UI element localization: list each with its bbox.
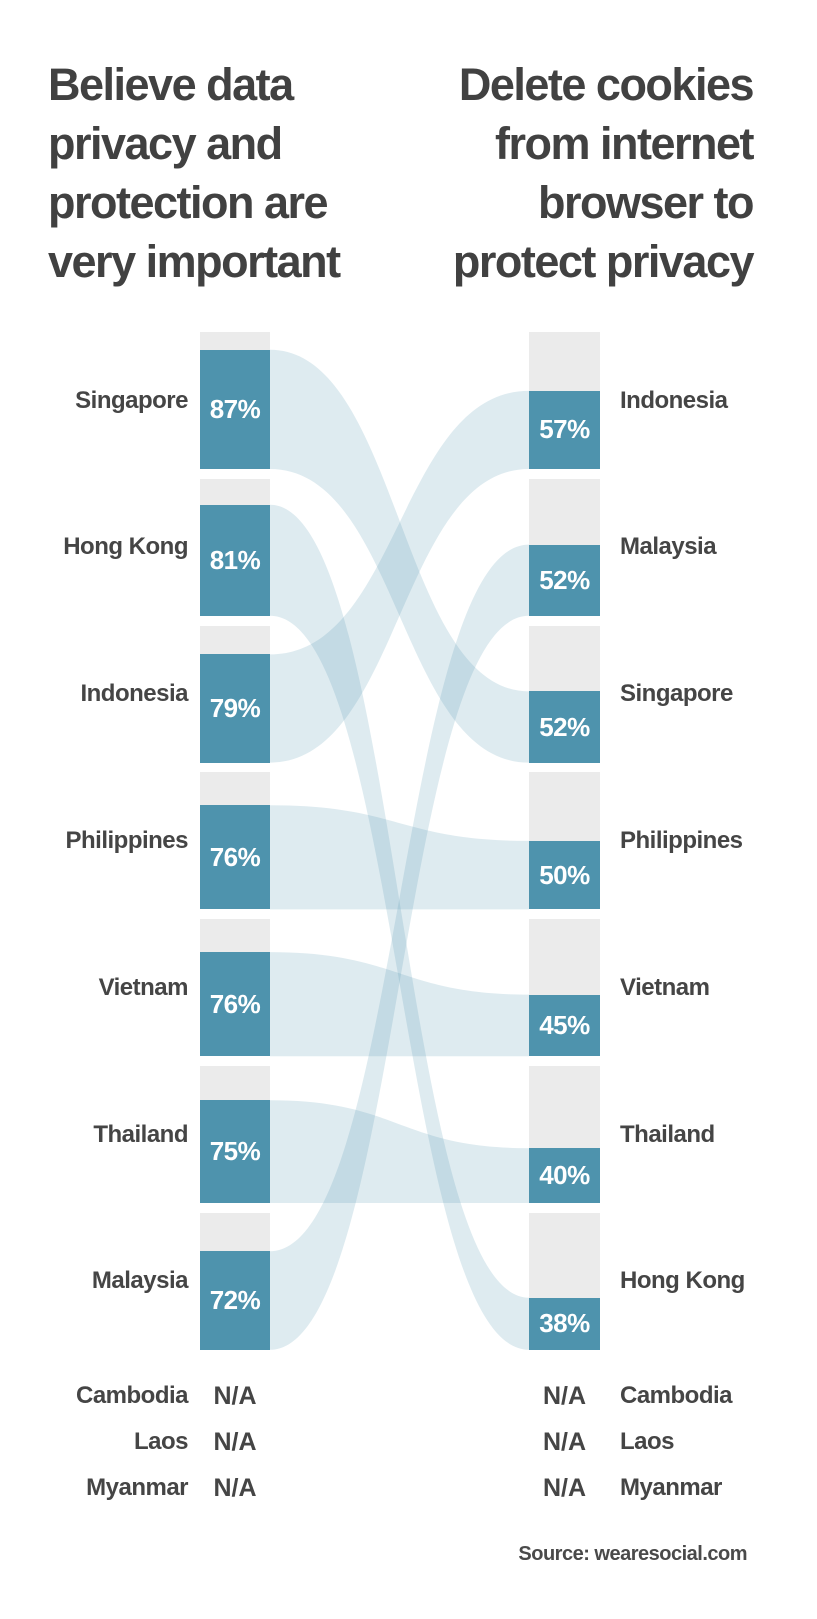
bar-value-label: 87% <box>209 393 261 424</box>
na-value-right: N/A <box>542 1473 587 1502</box>
bar-fill: 45% <box>529 994 600 1057</box>
na-country-label-right: Cambodia <box>620 1382 733 1409</box>
country-label-left: Thailand <box>93 1120 188 1148</box>
na-country-label-left: Laos <box>133 1428 189 1455</box>
country-label-left: Malaysia <box>91 1267 189 1295</box>
country-label-right: Thailand <box>620 1120 715 1148</box>
ribbon-malaysia <box>270 544 529 1350</box>
bar-value-label: 81% <box>209 544 261 575</box>
bar-left-thailand: 75% <box>200 1066 270 1203</box>
bar-fill: 52% <box>529 691 600 763</box>
ribbon-philippines <box>270 805 529 910</box>
bar-value-label: 76% <box>209 841 261 872</box>
ribbon-vietnam <box>270 952 529 1057</box>
bar-fill: 76% <box>200 952 270 1057</box>
country-label-right: Singapore <box>620 680 733 708</box>
bar-right-malaysia: 52% <box>529 478 600 616</box>
bar-right-singapore: 52% <box>529 625 600 763</box>
country-label-left: Indonesia <box>80 680 188 708</box>
bar-fill: 87% <box>200 349 270 469</box>
country-label-right: Hong Kong <box>620 1267 745 1295</box>
bar-right-thailand: 40% <box>529 1066 600 1203</box>
ribbon-singapore <box>270 349 529 763</box>
bar-right-vietnam: 45% <box>529 919 600 1057</box>
na-country-label-right: Myanmar <box>620 1474 722 1501</box>
country-label-right: Philippines <box>620 826 743 854</box>
bar-value-label: 52% <box>539 711 590 742</box>
right-column-title: Delete cookies from internet browser to … <box>452 59 755 287</box>
bar-fill: 40% <box>529 1148 600 1203</box>
bar-left-hong-kong: 81% <box>200 478 270 616</box>
bar-fill: 38% <box>529 1297 600 1350</box>
bar-fill: 81% <box>200 504 270 616</box>
bar-value-label: 72% <box>209 1285 261 1315</box>
na-country-label-left: Myanmar <box>86 1474 188 1501</box>
bar-fill: 76% <box>200 805 270 910</box>
bar-left-indonesia: 79% <box>200 625 270 763</box>
left-column-title: Believe data privacy and protection are … <box>48 59 341 287</box>
na-value-left: N/A <box>213 1381 257 1410</box>
bar-value-label: 40% <box>539 1160 590 1191</box>
bar-value-label: 79% <box>209 693 261 723</box>
country-label-right: Malaysia <box>620 533 717 561</box>
ribbon-indonesia <box>270 390 529 763</box>
bar-value-label: 38% <box>539 1308 590 1339</box>
country-label-left: Vietnam <box>98 973 189 1001</box>
bar-right-indonesia: 57% <box>529 332 600 469</box>
bar-fill: 79% <box>200 654 270 763</box>
country-label-right: Indonesia <box>620 386 728 414</box>
bar-value-label: 52% <box>539 564 590 595</box>
bar-left-vietnam: 76% <box>200 919 270 1057</box>
ribbon-thailand <box>270 1100 529 1203</box>
country-label-left: Hong Kong <box>63 533 188 561</box>
bar-value-label: 75% <box>209 1136 261 1167</box>
bar-value-label: 57% <box>539 414 590 445</box>
na-country-label-right: Laos <box>620 1428 675 1455</box>
bar-left-philippines: 76% <box>200 772 270 910</box>
na-value-left: N/A <box>213 1427 257 1456</box>
bar-value-label: 45% <box>539 1009 590 1040</box>
bar-fill: 50% <box>529 840 600 910</box>
bar-right-hong-kong: 38% <box>529 1212 600 1350</box>
na-value-right: N/A <box>542 1381 587 1410</box>
country-label-left: Philippines <box>65 826 188 854</box>
bar-left-malaysia: 72% <box>200 1212 270 1350</box>
bar-value-label: 50% <box>539 859 590 890</box>
source-credit: Source: wearesocial.com <box>518 1543 747 1565</box>
na-value-left: N/A <box>213 1473 257 1502</box>
bar-left-singapore: 87% <box>200 332 270 469</box>
country-label-left: Singapore <box>75 386 188 414</box>
na-country-label-left: Cambodia <box>75 1382 189 1409</box>
ribbon-hong-kong <box>270 504 529 1350</box>
na-value-right: N/A <box>542 1427 587 1456</box>
bar-fill: 57% <box>529 390 600 469</box>
bar-right-philippines: 50% <box>529 772 600 910</box>
bar-fill: 52% <box>529 544 600 616</box>
bar-fill: 72% <box>200 1251 270 1350</box>
country-label-right: Vietnam <box>620 973 710 1001</box>
bar-fill: 75% <box>200 1100 270 1203</box>
bar-value-label: 76% <box>209 988 261 1019</box>
